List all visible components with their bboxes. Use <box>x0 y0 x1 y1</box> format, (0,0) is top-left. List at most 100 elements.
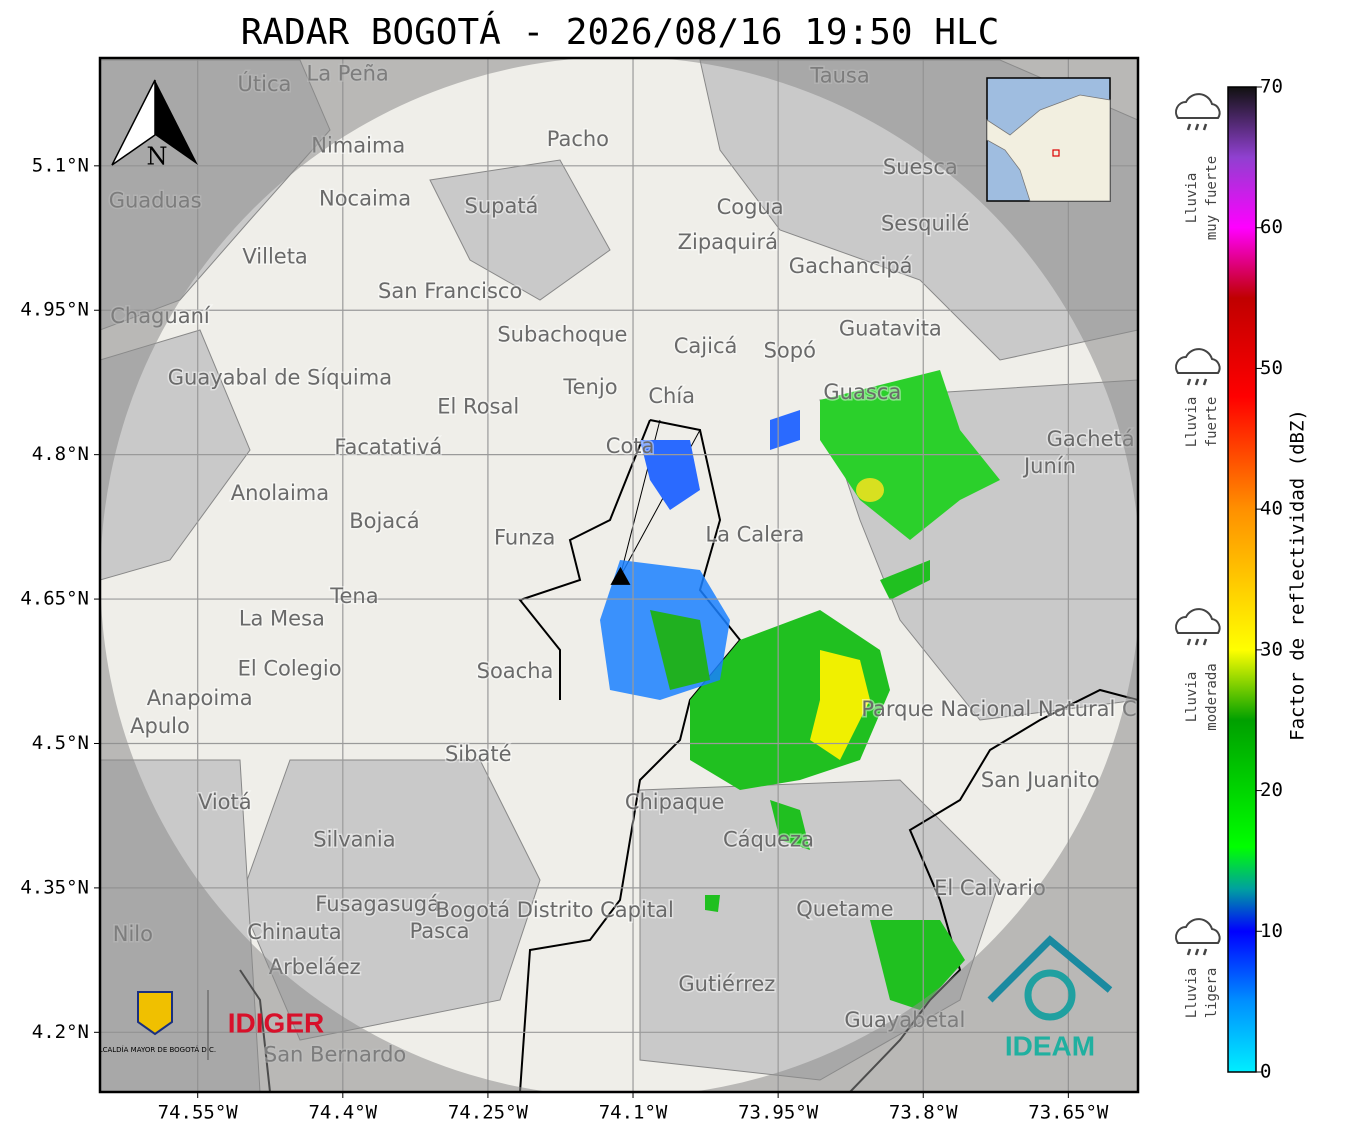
colorbar-tick-label: 20 <box>1260 779 1283 801</box>
title: RADAR BOGOTÁ - 2026/08/16 19:50 HLC <box>241 11 1000 53</box>
place-label: El Colegio <box>238 656 342 680</box>
idiger-text: IDIGER <box>228 1007 324 1038</box>
rain-category: Lluvia ligera <box>1175 918 1221 1019</box>
colorbar-label: Factor de reflectividad (dBZ) <box>1287 409 1309 741</box>
place-label: Chinauta <box>247 920 341 944</box>
inset-map <box>986 77 1111 202</box>
colorbar <box>1227 86 1257 1073</box>
logo-ideam: IDEAM <box>987 935 1113 1061</box>
rain-category: Lluvia moderada <box>1175 608 1221 731</box>
colorbar-tick-label: 60 <box>1260 216 1283 238</box>
ideam-text: IDEAM <box>1005 1030 1095 1061</box>
place-label: Supatá <box>464 194 538 218</box>
x-tick-label: 74.25°W <box>448 1102 529 1124</box>
place-label: Nocaima <box>319 187 411 211</box>
place-label: Quetame <box>796 897 893 921</box>
rain-drops <box>1186 948 1208 956</box>
place-label: Apulo <box>130 714 190 738</box>
rain-drops <box>1186 123 1208 131</box>
place-label: La Calera <box>705 523 804 547</box>
place-label: Anapoima <box>147 686 253 710</box>
colorbar-tick-label: 10 <box>1260 920 1283 942</box>
map: La PeñaÚticaTausaPachoNimaimaGuaduasNoca… <box>94 58 1219 1092</box>
radar-site <box>610 566 631 585</box>
place-label: El Rosal <box>437 394 519 418</box>
place-label: Cogua <box>717 195 784 219</box>
logo-alcaldia: ALCALDÍA MAYOR DE BOGOTÁ D.C. IDIGER <box>94 990 324 1060</box>
rain-category-label: fuerte <box>1204 397 1220 448</box>
rain-category: Lluvia fuerte <box>1175 348 1221 448</box>
map-frame <box>98 56 1140 1094</box>
place-label: Chipaque <box>625 790 725 814</box>
place-label: Pacho <box>547 127 609 151</box>
compass: N <box>111 79 198 171</box>
x-tick-label: 73.95°W <box>738 1102 819 1124</box>
place-label: El Calvario <box>934 876 1046 900</box>
place-label: Chía <box>648 384 695 408</box>
place-label: Anolaima <box>231 481 329 505</box>
place-label: Funza <box>494 525 555 549</box>
rain-category-label: Lluvia <box>1184 672 1200 723</box>
rain-category-label: Lluvia <box>1184 173 1200 224</box>
place-label: Tena <box>329 584 378 608</box>
place-label: Facatativá <box>334 435 442 459</box>
cloud-icon <box>1175 348 1221 374</box>
place-label: Bojacá <box>349 509 419 533</box>
place-label: Junín <box>1022 454 1076 478</box>
cloud-icon <box>1175 93 1221 119</box>
place-label: Soacha <box>477 659 554 683</box>
rain-category-label: ligera <box>1204 968 1220 1019</box>
y-tick-label: 4.95°N <box>20 299 89 321</box>
y-tick-label: 4.2°N <box>32 1021 89 1043</box>
place-labels: La PeñaÚticaTausaPachoNimaimaGuaduasNoca… <box>107 60 1219 1068</box>
place-label: Guayabal de Síquima <box>168 366 392 390</box>
colorbar-ticks: 0 10 20 30 40 50 60 70 <box>1256 76 1283 1083</box>
x-tick-label: 73.65°W <box>1028 1102 1109 1124</box>
rain-category-label: moderada <box>1204 663 1220 730</box>
place-label: Guatavita <box>839 316 942 340</box>
place-label: Cáqueza <box>723 828 814 852</box>
colorbar-tick-label: 0 <box>1260 1061 1271 1083</box>
axes: 74.55°W 74.4°W 74.25°W 74.1°W 73.95°W 73.8°W 7… <box>20 154 1109 1123</box>
rain-category-label: muy fuerte <box>1204 156 1220 240</box>
x-tick-label: 74.1°W <box>599 1102 668 1124</box>
y-tick-label: 4.65°N <box>20 588 89 610</box>
rain-drops <box>1186 638 1208 646</box>
rain-category: Lluvia muy fuerte <box>1175 93 1221 240</box>
place-label: Silvania <box>313 828 395 852</box>
place-label: Bogotá Distrito Capital <box>436 898 674 922</box>
place-label: Parque Nacional Natural Chingaza <box>861 697 1219 721</box>
y-tick-label: 4.35°N <box>20 876 89 898</box>
y-tick-label: 4.5°N <box>32 732 89 754</box>
place-label: Sibaté <box>445 742 512 766</box>
cloud-icon <box>1175 918 1221 944</box>
y-tick-label: 4.8°N <box>32 443 89 465</box>
place-label: Sopó <box>764 339 816 363</box>
place-label: Zipaquirá <box>678 230 778 254</box>
colorbar-tick-label: 40 <box>1260 498 1283 520</box>
place-label: Subachoque <box>497 322 627 346</box>
x-tick-label: 74.4°W <box>308 1102 377 1124</box>
place-label: Gutiérrez <box>678 972 775 996</box>
place-label: Cajicá <box>674 334 738 358</box>
place-label: Gachancipá <box>789 254 913 278</box>
y-tick-label: 5.1°N <box>32 154 89 176</box>
place-label: Pasca <box>410 919 470 943</box>
rain-drops <box>1186 378 1208 386</box>
x-tick-label: 74.55°W <box>158 1102 239 1124</box>
place-label: Sesquilé <box>881 212 969 236</box>
x-tick-label: 73.8°W <box>889 1102 958 1124</box>
colorbar-tick-label: 70 <box>1260 76 1283 98</box>
colorbar-tick-label: 30 <box>1260 638 1283 660</box>
rain-category-label: Lluvia <box>1184 397 1200 448</box>
place-label: San Francisco <box>378 279 522 303</box>
colorbar-tick-label: 50 <box>1260 357 1283 379</box>
place-label: Viotá <box>198 790 252 814</box>
place-label: Cota <box>606 434 655 458</box>
place-label: Tenjo <box>562 375 617 399</box>
place-label: La Mesa <box>239 606 325 630</box>
alcaldia-text: ALCALDÍA MAYOR DE BOGOTÁ D.C. <box>94 1045 216 1054</box>
place-label: Guasca <box>823 380 901 404</box>
